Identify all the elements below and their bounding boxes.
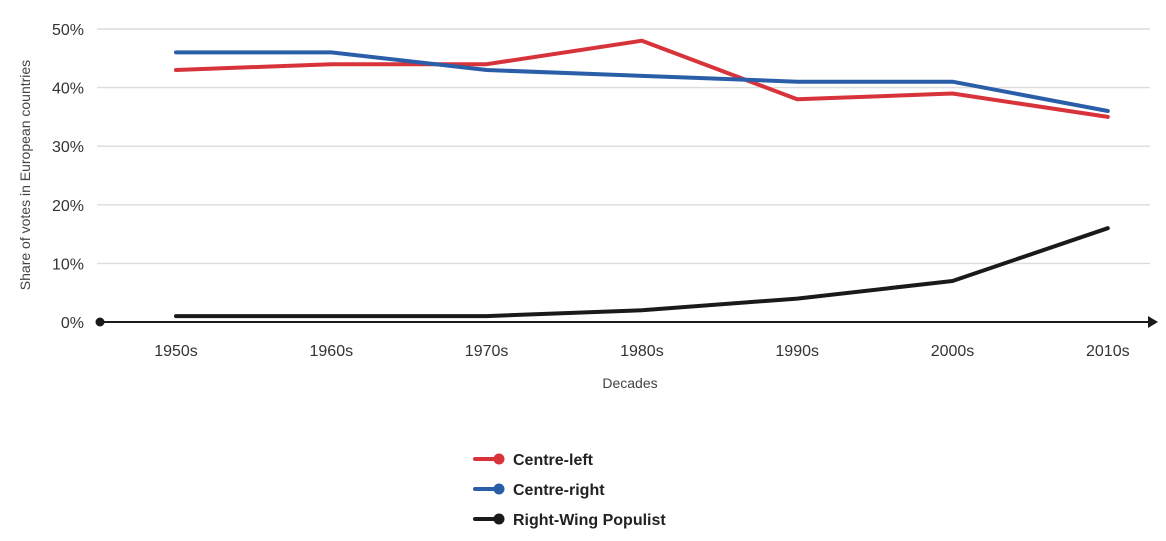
origin-dot (95, 317, 105, 327)
y-tick-label: 10% (52, 256, 84, 273)
y-tick-label: 50% (52, 22, 84, 39)
y-tick-label: 0% (61, 315, 84, 332)
x-tick-label: 2000s (931, 343, 975, 360)
x-tick-label: 1960s (310, 343, 354, 360)
x-tick-label: 1970s (465, 343, 509, 360)
grid-lines (97, 28, 1150, 265)
x-axis (95, 316, 1158, 328)
series-lines (174, 38, 1110, 319)
legend-label: Centre-right (513, 482, 605, 499)
series-line-centre-right (174, 50, 1110, 113)
legend-item: Right-Wing Populist (473, 512, 666, 529)
x-axis-title: Decades (602, 375, 657, 391)
legend-item: Centre-left (473, 452, 594, 469)
legend-swatch-dot (493, 453, 505, 465)
legend-swatch-dot (493, 513, 505, 525)
y-axis-title: Share of votes in European countries (17, 60, 33, 290)
x-tick-label: 2010s (1086, 343, 1130, 360)
series-line-centre-left (174, 38, 1110, 119)
legend-item: Centre-right (473, 482, 605, 499)
y-tick-label: 30% (52, 139, 84, 156)
x-tick-labels: 1950s 1960s 1970s 1980s 1990s 2000s 2010s (154, 343, 1129, 360)
legend-swatch-dot (493, 483, 505, 495)
legend-label: Centre-left (513, 452, 594, 469)
y-tick-labels: 0% 10% 20% 30% 40% 50% (52, 22, 84, 332)
x-tick-label: 1950s (154, 343, 198, 360)
x-tick-label: 1980s (620, 343, 664, 360)
series-line-right-wing-populist (174, 226, 1110, 319)
legend: Centre-left Centre-right Right-Wing Populi… (473, 452, 666, 529)
x-tick-label: 1990s (775, 343, 819, 360)
x-axis-arrow (1148, 316, 1158, 328)
y-tick-label: 20% (52, 198, 84, 215)
legend-label: Right-Wing Populist (513, 512, 666, 529)
y-tick-label: 40% (52, 81, 84, 98)
